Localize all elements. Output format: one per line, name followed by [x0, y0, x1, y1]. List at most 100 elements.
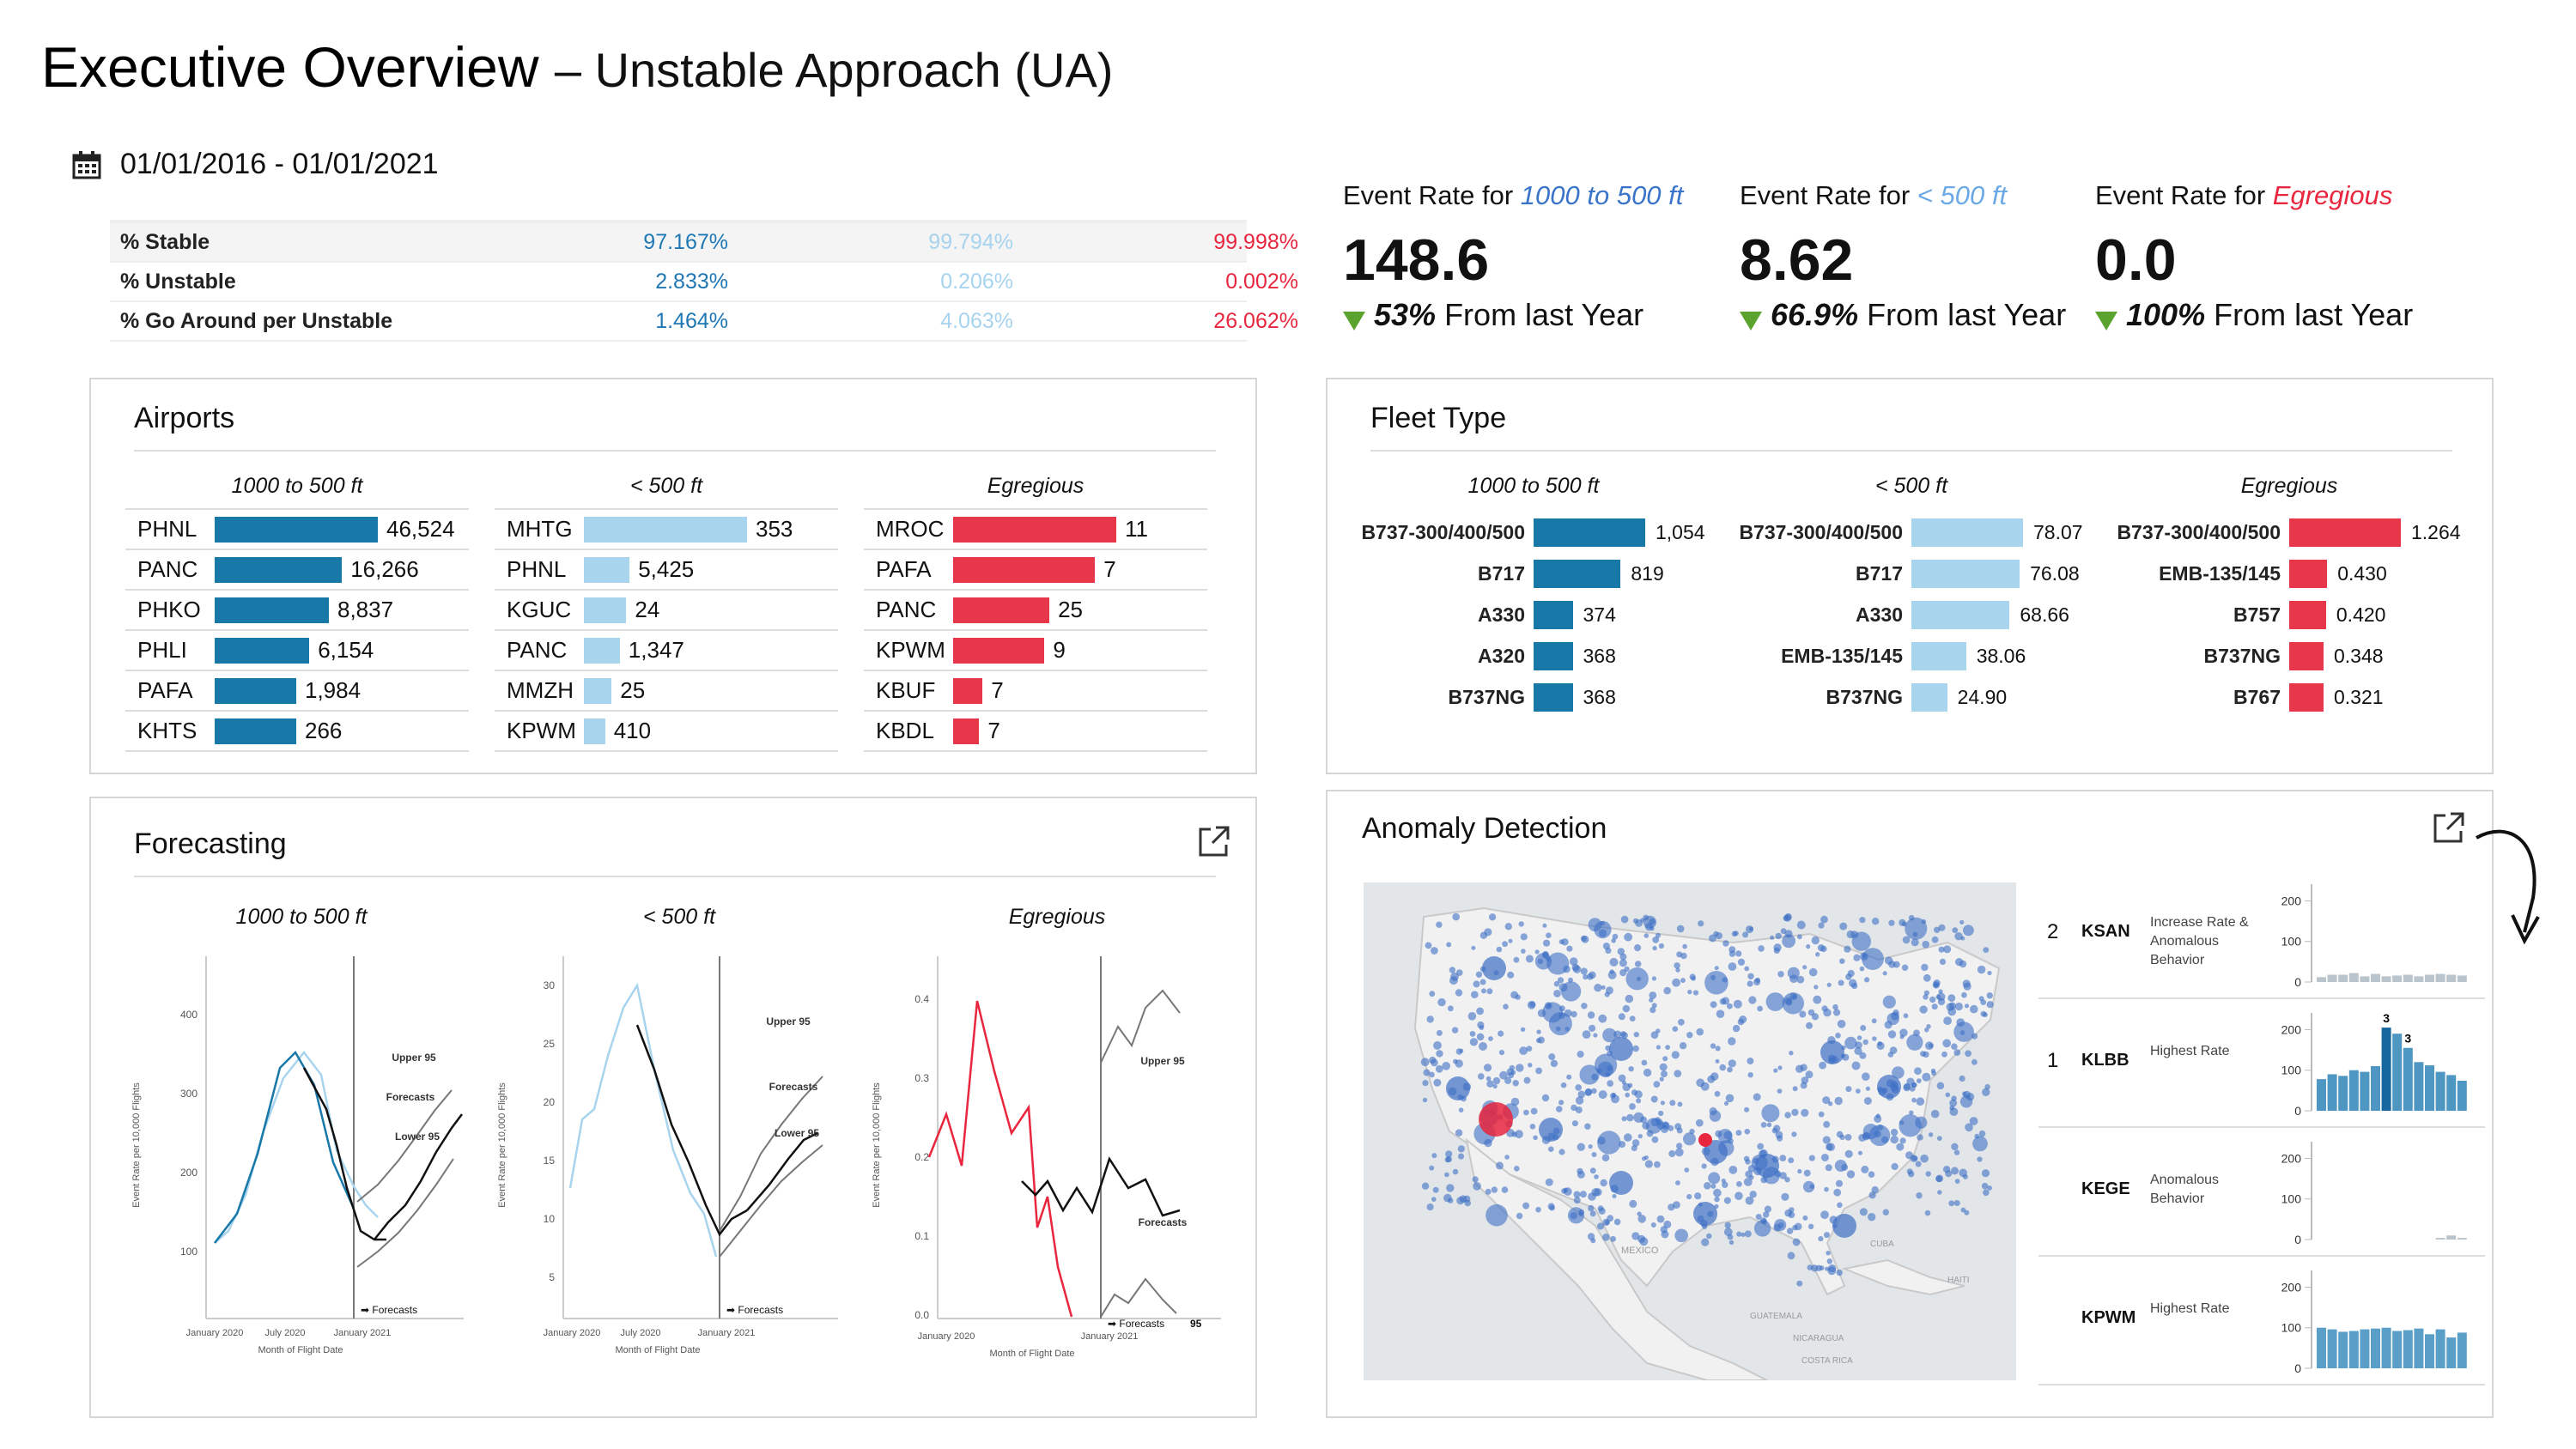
airport-dot[interactable]	[1786, 1228, 1794, 1234]
airport-dot[interactable]	[1577, 1143, 1585, 1151]
airport-dot[interactable]	[1854, 1046, 1862, 1055]
airport-dot[interactable]	[1826, 1143, 1833, 1151]
airport-dot[interactable]	[1784, 930, 1793, 938]
airport-dot[interactable]	[1546, 952, 1570, 975]
airport-dot[interactable]	[1656, 1045, 1661, 1050]
airport-dot[interactable]	[1744, 1230, 1752, 1238]
airport-dot[interactable]	[1773, 1223, 1781, 1232]
airport-dot[interactable]	[1871, 1185, 1879, 1194]
airport-dot[interactable]	[1937, 1190, 1942, 1195]
airport-dot[interactable]	[1637, 1134, 1643, 1139]
airport-dot[interactable]	[1928, 1132, 1934, 1137]
airport-dot[interactable]	[1727, 1003, 1733, 1009]
airport-dot[interactable]	[1797, 1168, 1802, 1174]
airport-dot[interactable]	[1839, 958, 1845, 964]
airport-dot[interactable]	[1676, 951, 1683, 958]
airport-dot[interactable]	[1743, 1178, 1753, 1186]
airport-dot[interactable]	[1905, 1151, 1913, 1160]
airport-dot[interactable]	[1764, 1205, 1771, 1213]
airport-dot-large[interactable]	[1609, 1171, 1633, 1195]
airport-dot[interactable]	[1727, 1234, 1734, 1240]
airport-dot[interactable]	[1765, 992, 1785, 1011]
airport-dot[interactable]	[1674, 1228, 1688, 1243]
airport-dot[interactable]	[1899, 1034, 1905, 1040]
airport-dot[interactable]	[1542, 923, 1547, 928]
airport-dot-large[interactable]	[1609, 1037, 1633, 1061]
airport-dot[interactable]	[1513, 956, 1520, 963]
airport-dot[interactable]	[1882, 1209, 1889, 1216]
anomaly-bar[interactable]	[2392, 975, 2403, 982]
airport-dot[interactable]	[1844, 1134, 1852, 1141]
airport-dot[interactable]	[1709, 934, 1716, 943]
fleet-bar-row[interactable]: B737-300/400/500 1,054	[1345, 512, 1722, 553]
airport-dot[interactable]	[1815, 952, 1820, 957]
airport-dot[interactable]	[1457, 1153, 1465, 1160]
airport-dot[interactable]	[1981, 1182, 1989, 1190]
airport-dot[interactable]	[1807, 1223, 1814, 1229]
airport-dot[interactable]	[1558, 1149, 1565, 1155]
airport-dot[interactable]	[1659, 1063, 1668, 1071]
airport-dot[interactable]	[1510, 1097, 1520, 1106]
airport-dot[interactable]	[1723, 1228, 1733, 1236]
airport-dot[interactable]	[1642, 1122, 1649, 1130]
airport-dot[interactable]	[1479, 979, 1486, 985]
airport-dot[interactable]	[1983, 947, 1990, 953]
anomaly-bar[interactable]	[2414, 976, 2424, 982]
airport-dot[interactable]	[1728, 962, 1737, 971]
airport-dot[interactable]	[1624, 932, 1632, 942]
airport-dot[interactable]	[1634, 961, 1642, 967]
airport-dot[interactable]	[1457, 1145, 1465, 1153]
anomaly-bar[interactable]	[2446, 974, 2457, 982]
fleet-bar-row[interactable]: EMB-135/145 0.430	[2100, 553, 2478, 594]
airport-dot[interactable]	[1564, 1027, 1570, 1032]
airport-dot[interactable]	[1598, 1207, 1606, 1215]
airport-dot[interactable]	[1436, 1050, 1443, 1058]
airport-dot[interactable]	[1980, 999, 1987, 1005]
airport-dot[interactable]	[1736, 1231, 1742, 1237]
airport-dot[interactable]	[1509, 1064, 1516, 1071]
airport-dot[interactable]	[1598, 929, 1607, 937]
airport-dot[interactable]	[1792, 1086, 1798, 1092]
airport-dot[interactable]	[1607, 1065, 1613, 1071]
airport-dot[interactable]	[1611, 938, 1616, 943]
airport-dot[interactable]	[1868, 1191, 1876, 1199]
anomaly-bar[interactable]	[2435, 973, 2445, 982]
airport-dot[interactable]	[1426, 1203, 1434, 1211]
fleet-bar-row[interactable]: B737NG 0.348	[2100, 635, 2478, 676]
airport-dot[interactable]	[1530, 1107, 1538, 1115]
airport-dot[interactable]	[1601, 985, 1606, 990]
airport-dot[interactable]	[1674, 1123, 1682, 1131]
airport-dot[interactable]	[1607, 1080, 1614, 1087]
airport-bar-row[interactable]: PHLI 6,154	[125, 631, 469, 671]
airport-dot[interactable]	[1617, 948, 1625, 955]
airport-dot[interactable]	[1673, 1201, 1680, 1209]
airport-dot[interactable]	[1820, 915, 1828, 924]
airport-dot[interactable]	[1492, 1083, 1498, 1089]
airport-dot[interactable]	[1661, 1070, 1668, 1078]
fleet-bar-row[interactable]: B737-300/400/500 78.07	[1722, 512, 2100, 553]
airport-dot[interactable]	[1724, 1222, 1731, 1229]
fleet-bar-row[interactable]: B737NG 368	[1345, 676, 1722, 718]
anomaly-bar[interactable]	[2381, 1327, 2391, 1368]
airport-dot[interactable]	[1507, 971, 1515, 979]
airport-dot[interactable]	[1868, 1213, 1876, 1222]
airport-dot[interactable]	[1654, 1161, 1661, 1168]
anomaly-row[interactable]: 1 KLBB Highest Rate 200 100 0 3 3	[2038, 997, 2485, 1128]
airport-dot[interactable]	[1682, 943, 1687, 949]
airport-dot[interactable]	[1931, 1003, 1938, 1010]
anomaly-bar[interactable]	[2371, 1328, 2380, 1368]
airport-dot[interactable]	[1953, 1022, 1974, 1042]
airport-dot[interactable]	[1469, 1038, 1479, 1046]
airport-dot[interactable]	[1935, 1175, 1942, 1183]
airport-dot[interactable]	[1609, 957, 1619, 967]
airport-dot[interactable]	[1671, 1051, 1680, 1059]
airport-dot[interactable]	[1631, 1232, 1640, 1240]
airport-dot[interactable]	[1594, 984, 1602, 992]
anomaly-bar[interactable]	[2403, 1047, 2413, 1111]
airport-dot[interactable]	[1859, 917, 1866, 924]
airport-bar-row[interactable]: KPWM 410	[495, 712, 838, 752]
airport-dot[interactable]	[1578, 1211, 1583, 1216]
airport-dot[interactable]	[1649, 1007, 1656, 1014]
airport-dot[interactable]	[1851, 931, 1871, 951]
anomaly-bar[interactable]	[2435, 1238, 2445, 1240]
